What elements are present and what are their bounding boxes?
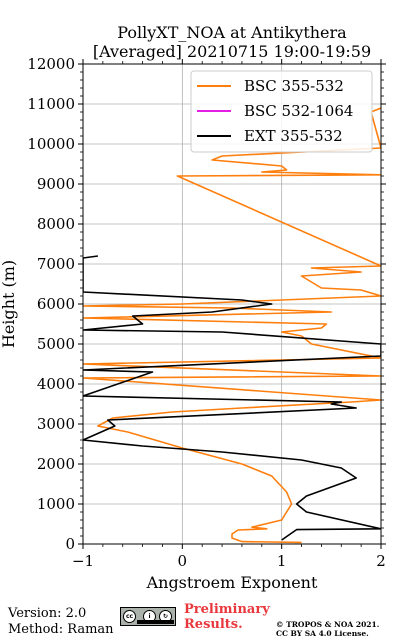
y-tick-label: 4000 xyxy=(37,375,75,393)
creative-commons-by-sa-icon: cc i ↻ xyxy=(120,607,176,626)
preliminary-results-note: Preliminary Results. xyxy=(184,602,270,632)
x-tick-label: −1 xyxy=(72,552,94,570)
y-tick-label: 0 xyxy=(65,535,75,553)
series-line-3 xyxy=(83,255,381,541)
cc-circle-icon: cc xyxy=(123,610,136,623)
legend-box xyxy=(190,70,373,153)
copyright-line-1: © TROPOS & NOA 2021. xyxy=(276,620,380,629)
copyright-notice: © TROPOS & NOA 2021. CC BY SA 4.0 Licens… xyxy=(276,620,379,638)
y-tick-label: 10000 xyxy=(27,135,75,153)
legend: BSC 355-532 BSC 532-1064 EXT 355-532 xyxy=(190,70,373,153)
y-tick-label: 3000 xyxy=(37,415,75,433)
version-text: Version: 2.0 xyxy=(8,606,87,621)
series-line-1 xyxy=(83,107,381,544)
copyright-line-2: CC BY SA 4.0 License. xyxy=(276,629,369,638)
legend-label: BSC 355-532 xyxy=(244,77,344,95)
x-tick-label: 0 xyxy=(178,552,188,570)
y-tick-label: 8000 xyxy=(37,215,75,233)
y-tick-label: 1000 xyxy=(37,495,75,513)
series-layer xyxy=(83,107,381,544)
angstroem-profile-chart: PollyXT_NOA at Antikythera [Averaged] 20… xyxy=(0,23,386,592)
y-tick-label: 11000 xyxy=(27,95,75,113)
y-tick-label: 5000 xyxy=(37,335,75,353)
y-tick-label: 9000 xyxy=(37,175,75,193)
chart-title-line-1: PollyXT_NOA at Antikythera xyxy=(117,23,347,42)
x-tick-label: 1 xyxy=(277,552,287,570)
x-tick-label: 2 xyxy=(376,552,386,570)
y-tick-label: 7000 xyxy=(37,255,75,273)
legend-label: BSC 532-1064 xyxy=(244,102,353,120)
preliminary-line-1: Preliminary xyxy=(184,602,270,617)
method-text: Method: Raman xyxy=(8,622,114,637)
preliminary-line-2: Results. xyxy=(184,617,243,632)
axis-ticks: 0 1000 2000 3000 4000 5000 6000 7000 8000 9000 100… xyxy=(27,55,386,570)
y-tick-label: 2000 xyxy=(37,455,75,473)
y-tick-label: 6000 xyxy=(37,295,75,313)
version-block: Version: 2.0 Method: Raman xyxy=(8,606,114,638)
legend-label: EXT 355-532 xyxy=(244,127,343,145)
chart-title-line-2: [Averaged] 20210715 19:00-19:59 xyxy=(93,42,371,61)
y-tick-label: 12000 xyxy=(27,55,75,73)
cc-license-bar xyxy=(137,620,174,624)
x-axis-label: Angstroem Exponent xyxy=(146,573,318,592)
y-axis-label: Height (m) xyxy=(0,260,18,348)
